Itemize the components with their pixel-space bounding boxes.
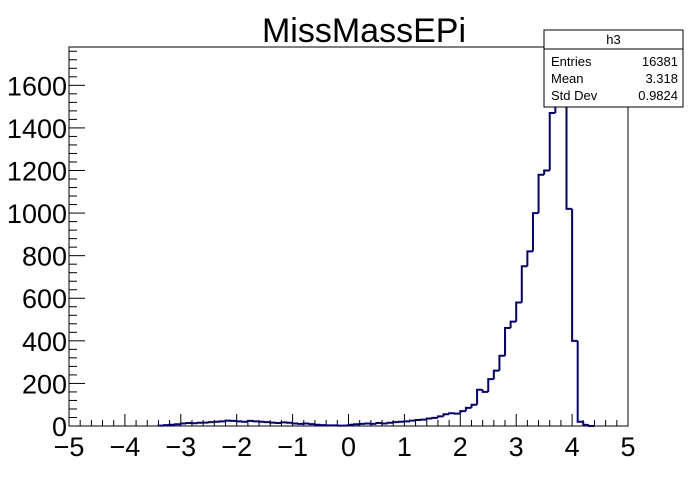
- histogram-bin: [539, 175, 545, 213]
- y-tick-label: 1000: [7, 199, 67, 229]
- y-axis-ticks: [69, 51, 85, 426]
- stats-mean-value: 3.318: [645, 71, 678, 86]
- y-tick-label: 1200: [7, 156, 67, 186]
- histogram-bin: [410, 421, 416, 422]
- histogram-bin: [315, 424, 321, 425]
- stats-box-title: h3: [606, 32, 620, 47]
- x-tick-label: −2: [221, 432, 252, 462]
- histogram-bin: [533, 213, 539, 251]
- histogram-bin: [522, 266, 528, 302]
- y-tick-label: 0: [52, 412, 67, 442]
- histogram-bin: [466, 408, 472, 411]
- histogram-bin: [471, 405, 477, 408]
- histogram-bin: [589, 425, 595, 426]
- stats-entries-value: 16381: [642, 54, 678, 69]
- x-tick-label: 2: [453, 432, 468, 462]
- stats-stddev-value: 0.9824: [638, 88, 678, 103]
- histogram-bin: [578, 341, 584, 422]
- histogram-bin: [427, 419, 433, 420]
- y-tick-label: 1600: [7, 71, 67, 101]
- histogram-bin: [309, 423, 315, 424]
- y-tick-label: 600: [22, 284, 67, 314]
- histogram-bin: [181, 423, 187, 424]
- histogram-bin: [438, 416, 444, 417]
- stats-box: h3 Entries 16381 Mean 3.318 Std Dev 0.98…: [544, 30, 683, 107]
- histogram-bin: [511, 322, 517, 328]
- stats-stddev-label: Std Dev: [551, 88, 598, 103]
- x-tick-label: −1: [277, 432, 308, 462]
- x-tick-label: 0: [341, 432, 356, 462]
- histogram-bin: [550, 113, 556, 170]
- histogram-bins: [158, 47, 594, 426]
- x-tick-label: −3: [165, 432, 196, 462]
- histogram-bin: [444, 414, 450, 416]
- x-tick-label: −4: [110, 432, 141, 462]
- histogram-bin: [572, 209, 578, 341]
- histogram-bin: [583, 422, 589, 425]
- histogram-bin: [494, 371, 500, 380]
- histogram-bin: [293, 423, 299, 424]
- stats-mean-label: Mean: [551, 71, 584, 86]
- y-axis-tick-labels: 0 200 400 600 800 1000 1200 1400 1600: [7, 71, 67, 442]
- x-tick-label: 3: [509, 432, 524, 462]
- x-tick-label: 5: [620, 432, 635, 462]
- x-tick-label: 4: [565, 432, 580, 462]
- histogram-bin: [544, 170, 550, 174]
- stats-entries-label: Entries: [551, 54, 592, 69]
- histogram-bin: [527, 251, 533, 266]
- histogram-bin: [460, 411, 466, 414]
- histogram-bin: [416, 420, 422, 421]
- y-tick-label: 1400: [7, 114, 67, 144]
- y-tick-label: 400: [22, 327, 67, 357]
- histogram-bin: [499, 356, 505, 371]
- histogram-bin: [516, 303, 522, 322]
- histogram-bin: [432, 418, 438, 419]
- histogram-bin: [505, 328, 511, 356]
- histogram-bin: [488, 379, 494, 392]
- x-tick-label: 1: [397, 432, 412, 462]
- y-tick-label: 200: [22, 369, 67, 399]
- chart-title: MissMassEPi: [262, 12, 466, 50]
- histogram-bin: [388, 423, 394, 424]
- histogram-bin: [393, 422, 399, 423]
- histogram-bin: [349, 425, 355, 426]
- y-tick-label: 800: [22, 242, 67, 272]
